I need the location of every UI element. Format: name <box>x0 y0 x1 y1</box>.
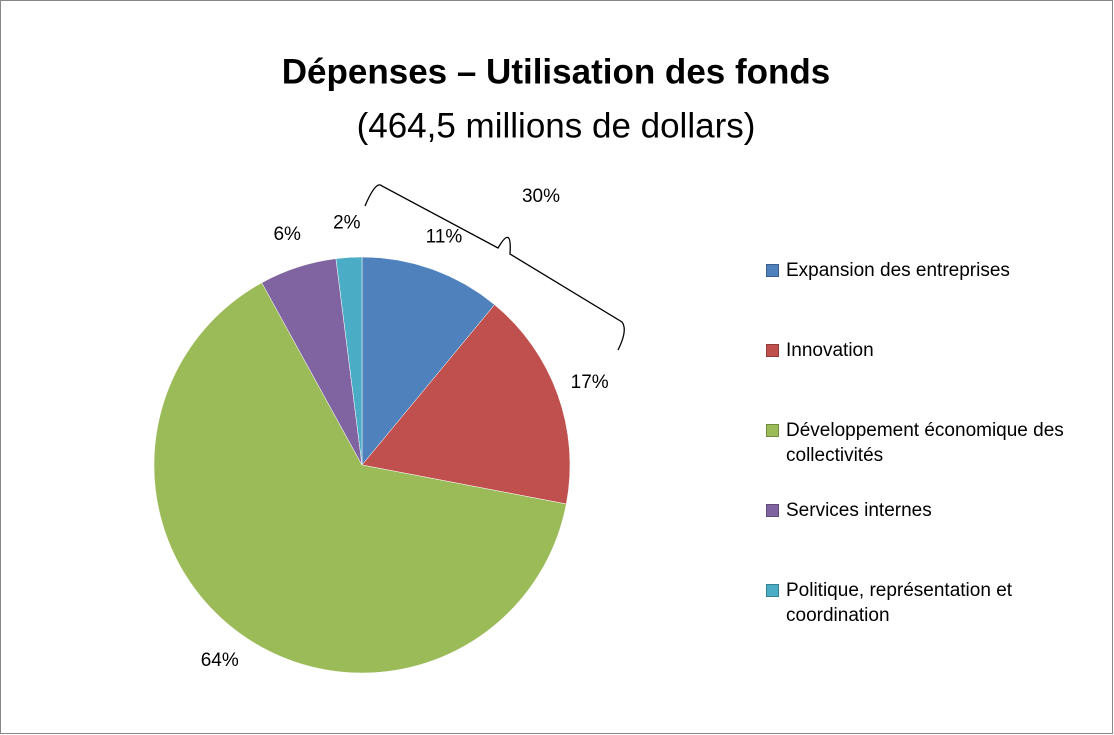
legend-swatch <box>766 504 779 517</box>
legend-item: Expansion des entreprises <box>766 258 1111 283</box>
legend-label: Politique, représentation et coordinatio… <box>786 580 1013 626</box>
data-label: 64% <box>201 650 239 671</box>
data-label: 6% <box>273 224 301 245</box>
pie <box>153 256 571 674</box>
pie-slice <box>335 256 363 466</box>
legend-swatch <box>766 344 779 357</box>
annotation: 30% <box>522 186 560 207</box>
legend-item: Développement économique des collectivit… <box>766 418 1111 468</box>
legend-label: Services internes <box>786 500 932 521</box>
legend-item: Services internes <box>766 498 1111 523</box>
legend-swatch <box>766 424 779 437</box>
bracket <box>364 184 625 351</box>
data-label: 17% <box>571 372 609 393</box>
legend-label: Expansion des entreprises <box>786 260 1010 281</box>
data-label: 11% <box>426 226 463 247</box>
legend-label: Développement économique des collectivit… <box>786 420 1064 466</box>
pie-slice <box>361 304 571 505</box>
legend-swatch <box>766 584 779 597</box>
legend-swatch <box>766 264 779 277</box>
legend-item: Politique, représentation et coordinatio… <box>766 578 1111 628</box>
legend-label: Innovation <box>786 340 874 361</box>
pie-slice <box>153 282 567 674</box>
chart-subtitle: (464,5 millions de dollars) <box>357 106 756 145</box>
chart-title: Dépenses – Utilisation des fonds <box>282 52 830 91</box>
legend-item: Innovation <box>766 338 1111 363</box>
pie-slice <box>361 256 495 466</box>
data-label: 2% <box>333 212 361 233</box>
